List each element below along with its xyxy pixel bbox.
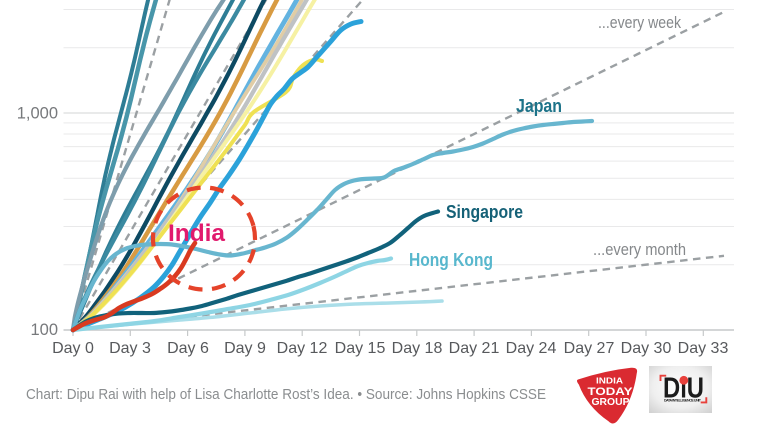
svg-text:Singapore: Singapore xyxy=(446,202,523,222)
svg-text:GROUP: GROUP xyxy=(592,397,630,408)
svg-text:Day 18: Day 18 xyxy=(392,340,443,357)
svg-text:INDIA: INDIA xyxy=(596,376,623,386)
svg-text:TODAY: TODAY xyxy=(588,386,634,398)
svg-text:1,000: 1,000 xyxy=(17,105,58,123)
svg-text:Day 15: Day 15 xyxy=(335,340,386,357)
svg-text:Hong Kong: Hong Kong xyxy=(409,250,493,270)
svg-text:100: 100 xyxy=(30,321,58,339)
svg-text:Day 9: Day 9 xyxy=(224,340,266,357)
svg-text:Day 0: Day 0 xyxy=(52,340,94,357)
svg-text:...every week: ...every week xyxy=(598,13,681,32)
svg-text:DATA INTELLIGENCE UNIT: DATA INTELLIGENCE UNIT xyxy=(664,399,702,403)
svg-text:Day 21: Day 21 xyxy=(449,340,500,357)
svg-text:Day 12: Day 12 xyxy=(277,340,328,357)
svg-text:Day 6: Day 6 xyxy=(167,340,209,357)
svg-text:Japan: Japan xyxy=(516,96,562,116)
svg-text:Day 3: Day 3 xyxy=(109,340,151,357)
svg-text:Chart: Dipu Rai with help of L: Chart: Dipu Rai with help of Lisa Charlo… xyxy=(26,386,546,403)
svg-text:Day 27: Day 27 xyxy=(564,340,615,357)
svg-text:Day 24: Day 24 xyxy=(506,340,557,357)
svg-text:...every month: ...every month xyxy=(593,240,686,259)
svg-text:Day 30: Day 30 xyxy=(621,340,672,357)
svg-text:Day 33: Day 33 xyxy=(678,340,729,357)
svg-text:India: India xyxy=(168,220,226,247)
